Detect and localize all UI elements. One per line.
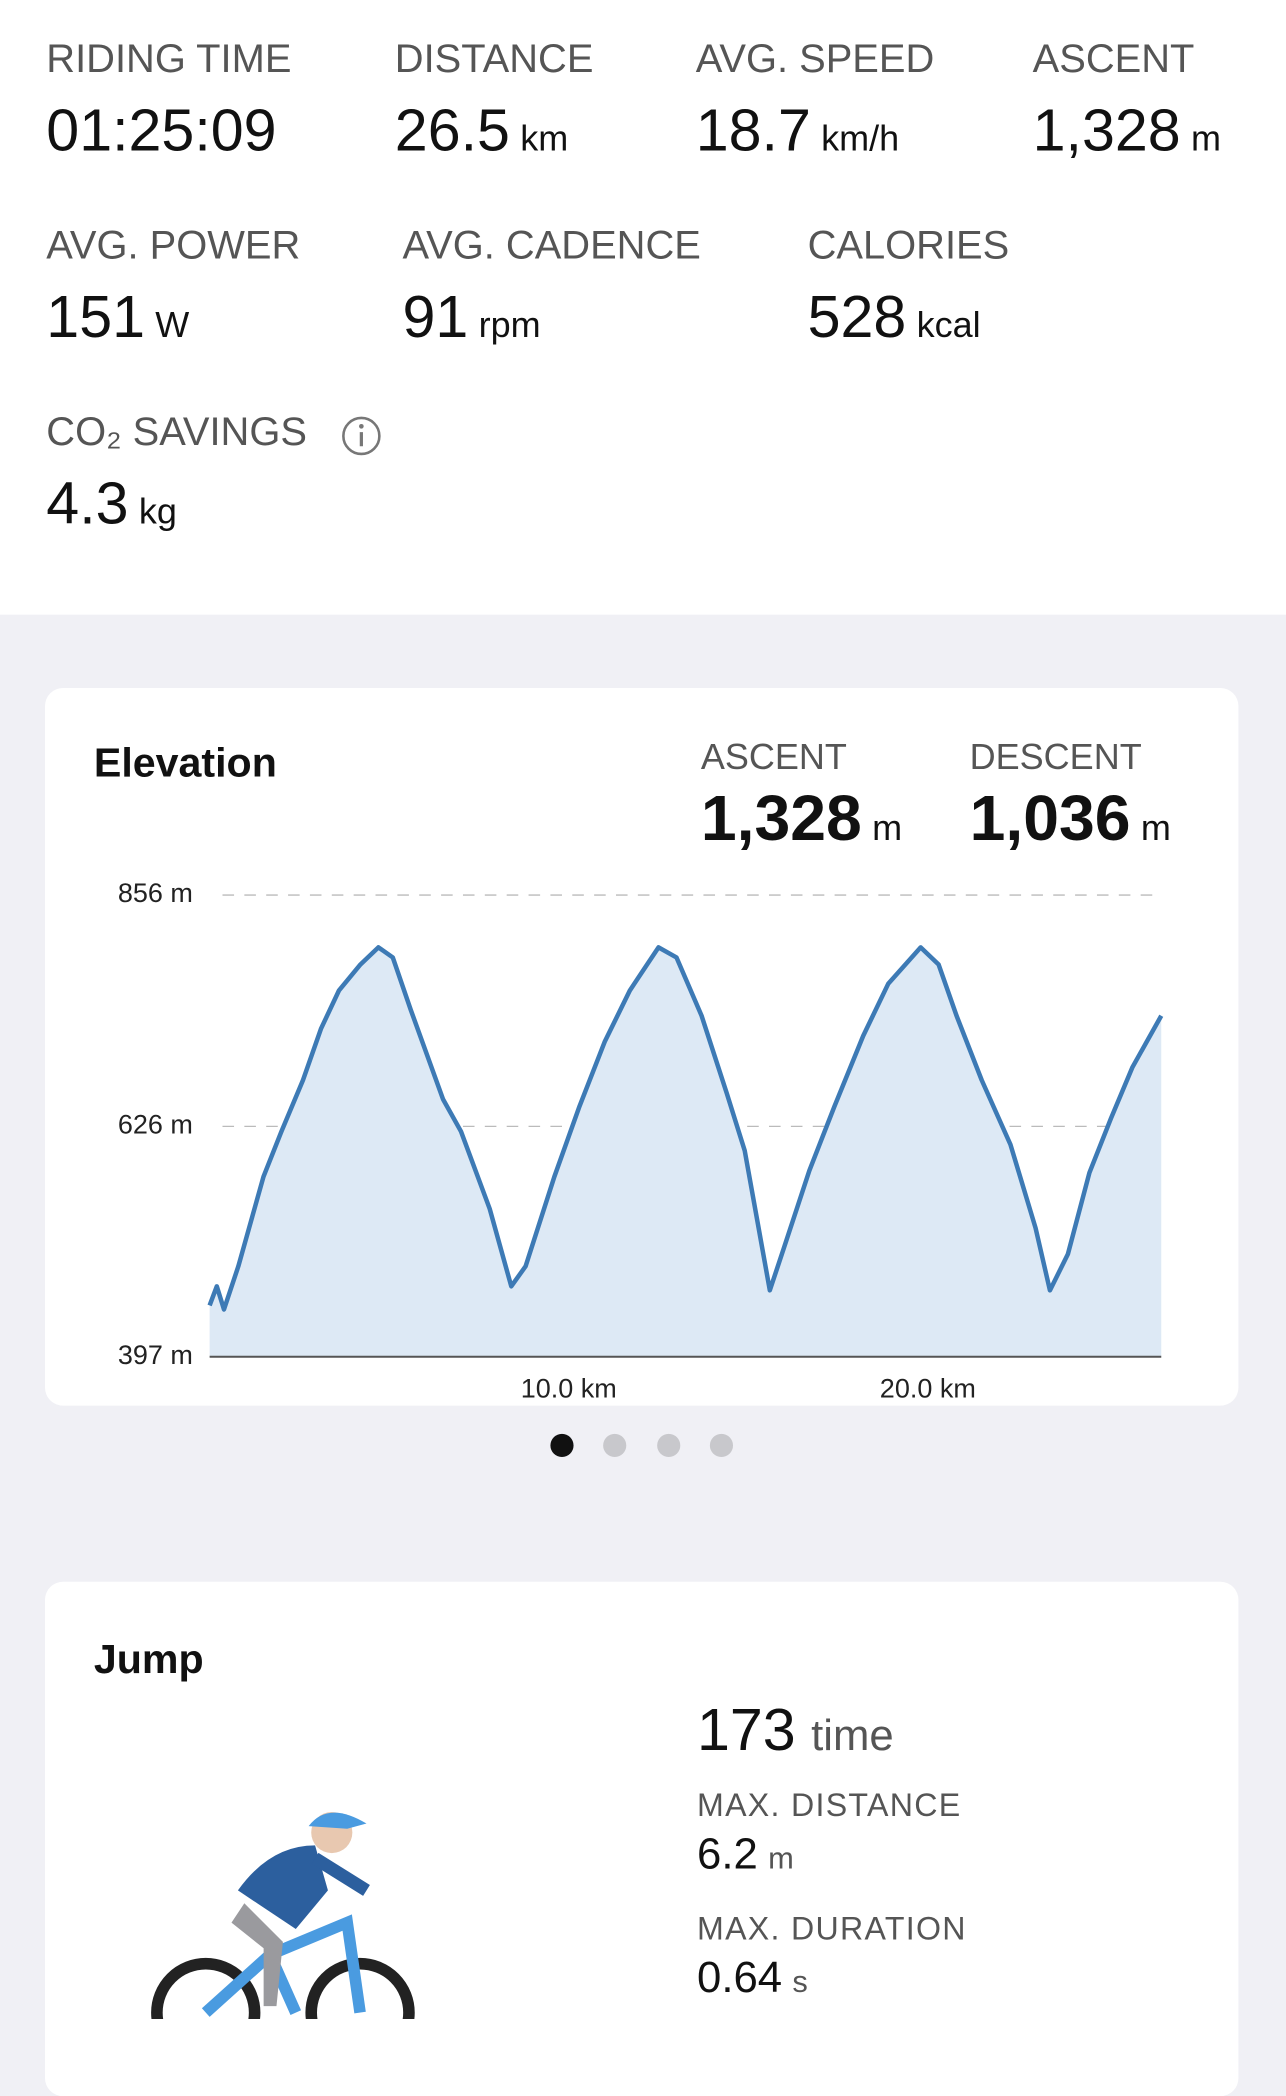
stat-unit: m [768, 1841, 794, 1877]
page-dot[interactable] [709, 1433, 734, 1458]
stat-label: MAX. DURATION [697, 1910, 967, 1948]
stat-value: 1,328 m [701, 781, 902, 856]
stat-number: 1,328 [700, 781, 862, 854]
stat-label: RIDING TIME [46, 36, 292, 82]
elevation-card[interactable]: Elevation 397 m 626 m 856 m 10.0 km 20.0 km … [45, 688, 1239, 1406]
stat-value: 0.64 s [697, 1953, 967, 2003]
page-dot[interactable] [550, 1433, 574, 1458]
jump-count-unit: time [811, 1711, 894, 1761]
stat-number: 26.5 [394, 96, 510, 164]
cyclist-illustration [151, 1811, 415, 2020]
page-dot[interactable] [657, 1433, 681, 1458]
page-dot[interactable] [603, 1433, 627, 1458]
stat: DISTANCE 26.5 km [395, 36, 594, 165]
stat: ASCENT 1,328 m [701, 737, 902, 855]
stat: MAX. DISTANCE 6.2 m [697, 1788, 961, 1881]
stat-number: 6.2 [697, 1829, 758, 1879]
stat-unit: W [155, 304, 190, 345]
stat-number: 1,036 [969, 781, 1131, 854]
stat: RIDING TIME 01:25:09 [46, 36, 291, 165]
info-icon[interactable] [340, 414, 384, 458]
stat-label: DISTANCE [394, 36, 594, 82]
stat-unit: m [1190, 118, 1221, 159]
stat-value: 01:25:09 [46, 95, 291, 164]
x-tick-label: 10.0 km [521, 1373, 617, 1403]
y-tick-label: 856 m [118, 878, 193, 908]
stat-label: AVG. CADENCE [402, 222, 701, 268]
stat-unit: rpm [478, 304, 541, 345]
stat-value: 91 rpm [403, 282, 701, 351]
stat-value: 4.3 kg [46, 468, 307, 537]
x-tick-label: 20.0 km [880, 1373, 976, 1403]
stat-unit: kcal [916, 304, 981, 345]
stat-number: 91 [402, 282, 469, 350]
stat-number: 1,328 [1032, 96, 1181, 164]
stat: ASCENT 1,328 m [1033, 36, 1221, 165]
stat-number: 0.64 [697, 1953, 783, 2003]
stat: AVG. CADENCE 91 rpm [403, 222, 701, 351]
stat-label: MAX. DISTANCE [697, 1787, 962, 1824]
card-title: Jump [93, 1635, 204, 1683]
stat-label: DESCENT [969, 736, 1142, 777]
stat: CALORIES 528 kcal [808, 222, 1010, 351]
jump-card[interactable]: Jump 173 time MAX. DISTANCE 6.2 m MAX. DURAT… [45, 1581, 1239, 2096]
jump-count-value: 173 [697, 1696, 796, 1764]
card-title: Elevation [93, 739, 277, 786]
stat-unit: kg [138, 491, 177, 532]
stat-label: AVG. SPEED [695, 36, 935, 82]
stat: MAX. DURATION 0.64 s [697, 1911, 967, 2004]
stat-number: 4.3 [46, 469, 129, 537]
elevation-area [209, 947, 1162, 1357]
stat-number: 151 [46, 282, 145, 350]
stat-label: CALORIES [807, 222, 1010, 268]
stat-unit: m [872, 807, 903, 848]
stat-unit: km [520, 118, 569, 159]
stat-unit: km/h [821, 118, 900, 159]
stat-value: 26.5 km [395, 95, 594, 164]
stat-number: 18.7 [695, 96, 811, 164]
stat: AVG. POWER 151 W [46, 222, 300, 351]
stat-value: 6.2 m [697, 1830, 961, 1880]
stat-number: 528 [807, 282, 907, 350]
elevation-chart: 397 m 626 m 856 m 10.0 km 20.0 km [118, 878, 1164, 1403]
stat: DESCENT 1,036 m [970, 737, 1171, 855]
stat-value: 151 W [46, 282, 300, 351]
stat: AVG. SPEED 18.7 km/h [696, 36, 935, 165]
stat-unit: m [1140, 807, 1171, 848]
stats-section [0, 0, 1286, 615]
stat-value: 18.7 km/h [696, 95, 935, 164]
stat-label: ASCENT [1032, 36, 1195, 82]
elevation-line [207, 945, 1164, 1312]
stat-label: CO₂ SAVINGS [46, 408, 307, 454]
y-tick-label: 626 m [118, 1110, 193, 1140]
stat-value: 1,328 m [1033, 95, 1221, 164]
stat-label: ASCENT [700, 736, 847, 777]
stat-value: 1,036 m [970, 781, 1171, 856]
y-tick-label: 397 m [118, 1340, 193, 1370]
stat-value: 528 kcal [808, 282, 1010, 351]
stat-label: AVG. POWER [46, 222, 301, 268]
jump-count: 173 time [697, 1695, 894, 1764]
stat-number: 01:25:09 [46, 96, 277, 164]
stat-unit: s [792, 1965, 808, 2000]
stat: CO₂ SAVINGS 4.3 kg [46, 409, 307, 538]
